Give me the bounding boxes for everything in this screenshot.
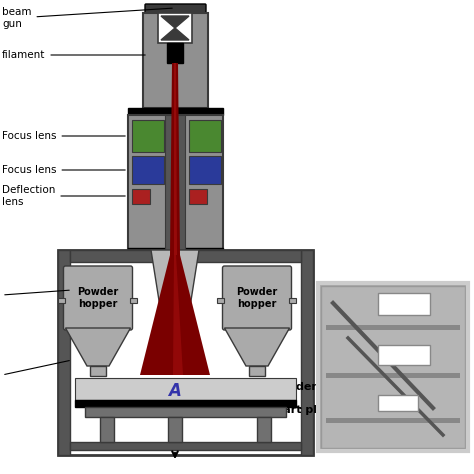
Bar xyxy=(132,156,164,184)
Bar xyxy=(58,298,65,303)
FancyBboxPatch shape xyxy=(222,266,292,330)
Bar xyxy=(70,250,301,262)
Bar xyxy=(378,395,418,411)
Bar xyxy=(130,298,137,303)
Bar xyxy=(75,378,296,400)
Bar xyxy=(132,120,164,152)
Bar xyxy=(128,248,223,255)
Polygon shape xyxy=(140,255,210,375)
Text: Start plate: Start plate xyxy=(270,405,337,415)
Bar xyxy=(321,286,465,448)
Bar xyxy=(378,345,430,365)
Bar xyxy=(128,108,223,115)
Polygon shape xyxy=(174,63,177,255)
Bar xyxy=(58,250,70,455)
Bar xyxy=(189,189,207,204)
FancyBboxPatch shape xyxy=(64,266,133,330)
Polygon shape xyxy=(225,328,290,366)
Bar xyxy=(143,13,208,108)
Bar xyxy=(326,418,460,423)
Text: Focus lens: Focus lens xyxy=(2,131,125,141)
Polygon shape xyxy=(161,16,189,28)
Bar xyxy=(218,298,225,303)
Bar xyxy=(290,298,297,303)
Text: Powder: Powder xyxy=(270,382,317,392)
Bar xyxy=(158,13,192,43)
Polygon shape xyxy=(65,328,130,366)
Bar xyxy=(85,407,286,417)
Text: Focus lens: Focus lens xyxy=(2,165,125,175)
Bar xyxy=(100,417,114,442)
Bar xyxy=(189,120,221,152)
Bar xyxy=(318,283,468,451)
Bar xyxy=(189,156,221,184)
FancyBboxPatch shape xyxy=(145,4,206,14)
Bar xyxy=(165,115,185,255)
Bar xyxy=(167,43,183,63)
Bar xyxy=(128,115,223,255)
Bar xyxy=(326,373,460,378)
Text: filament: filament xyxy=(2,50,145,60)
Bar xyxy=(90,366,106,376)
Text: Deflection
lens: Deflection lens xyxy=(2,185,125,207)
Bar xyxy=(301,250,313,455)
Polygon shape xyxy=(161,28,189,40)
Polygon shape xyxy=(173,255,183,375)
Bar xyxy=(249,366,265,376)
Bar xyxy=(58,250,313,455)
Bar xyxy=(326,325,460,330)
Bar xyxy=(318,283,468,451)
Polygon shape xyxy=(151,250,199,370)
Bar xyxy=(70,442,301,450)
Text: Powder
hopper: Powder hopper xyxy=(77,287,118,309)
Polygon shape xyxy=(170,63,180,255)
Bar xyxy=(378,293,430,315)
Bar xyxy=(168,417,182,442)
Text: A: A xyxy=(169,382,182,400)
Bar xyxy=(132,189,150,204)
Bar xyxy=(75,400,296,407)
Text: Powder
hopper: Powder hopper xyxy=(237,287,278,309)
Bar xyxy=(257,417,271,442)
Text: beam
gun: beam gun xyxy=(2,7,172,29)
